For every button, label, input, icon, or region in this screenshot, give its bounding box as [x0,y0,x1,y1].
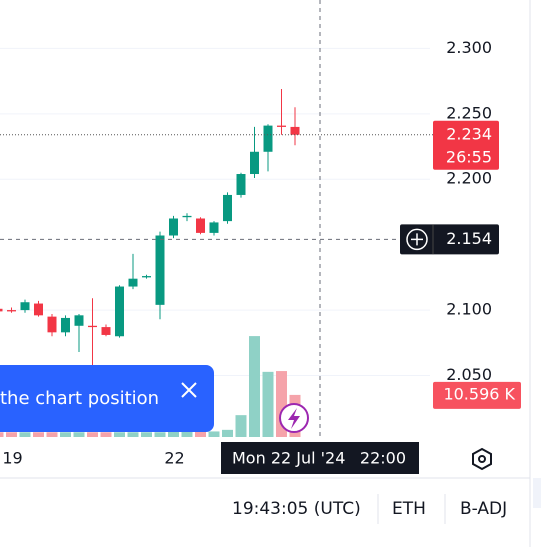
volume-bar [87,432,98,437]
toast-text: the chart position [0,388,159,409]
y-tick-label: 2.250 [446,103,492,122]
settings-icon-dot [478,455,486,463]
toast-close[interactable] [181,382,197,398]
currency[interactable]: ETH [392,499,426,519]
add-alert-icon[interactable] [406,228,428,251]
volume-bar [222,429,233,437]
volume-bar [127,432,139,437]
date-label-box [221,442,419,474]
volume-bar [276,371,287,437]
candle-body [169,218,178,236]
candle-body [223,194,232,222]
volume-bar [60,432,71,437]
candle-body [196,218,205,233]
lightning-bolt [288,408,300,429]
side-toggle[interactable] [533,478,541,508]
candle-body [209,222,219,233]
x-tick-label: 22 [164,449,184,468]
settings-icon[interactable] [472,447,492,471]
plot-area [0,47,433,437]
crosshair-time: 22:00 [360,449,406,468]
volume-bar [0,432,4,437]
candle-body [142,276,151,278]
volume-bar [181,431,193,437]
candle-body [7,310,16,312]
volume-bar [33,432,44,437]
candle-body [236,174,246,195]
volume-bar [73,432,85,437]
candle-body [101,327,111,335]
x-tick-label: 19 [2,449,22,468]
candle-body [263,125,273,152]
y-tick-label: 2.300 [446,38,492,57]
volume-bar [249,336,260,437]
crosshair-date: Mon 22 Jul '24 [232,449,345,468]
clock[interactable]: 19:43:05 (UTC) [232,499,361,519]
candle-body [0,308,3,312]
candle-body [74,315,84,326]
volume-bar [141,432,152,437]
volume-bar [114,432,125,437]
volume-bar [195,431,206,437]
toast[interactable] [0,365,214,432]
adjustment[interactable]: B-ADJ [460,499,507,519]
volume-bar [19,432,31,437]
y-tick-label: 2.050 [446,365,492,384]
candle-body [88,325,97,328]
candle-body [47,316,57,333]
crosshair-price-box [400,224,499,255]
volume-bar [208,431,220,437]
volume-bar [154,432,166,437]
candle-body [277,125,286,127]
y-tick-label: 2.200 [446,169,492,188]
countdown: 26:55 [446,147,492,166]
candle-body [34,303,43,316]
candle-body [20,302,30,311]
last-price-label: 2.234 [446,124,492,143]
add-alert-plus [411,233,423,246]
y-tick-label: 2.100 [446,300,492,319]
volume-bar [6,432,17,437]
last-price-box [433,120,499,170]
crosshair-price-label: 2.154 [446,229,492,248]
candle-body [290,126,300,135]
volume-bar [235,415,247,437]
candle-body [61,317,70,333]
volume-label-box [433,381,521,409]
candle-body [128,278,138,287]
volume-bar [262,371,274,437]
candle-body [115,286,124,337]
candle-body [250,151,259,175]
volume-label: 10.596 K [443,384,515,403]
volume-bar [168,431,179,437]
volume-bar [46,432,58,437]
candle-body [182,215,192,218]
volume-bar [100,432,112,437]
candle-body [155,235,165,305]
